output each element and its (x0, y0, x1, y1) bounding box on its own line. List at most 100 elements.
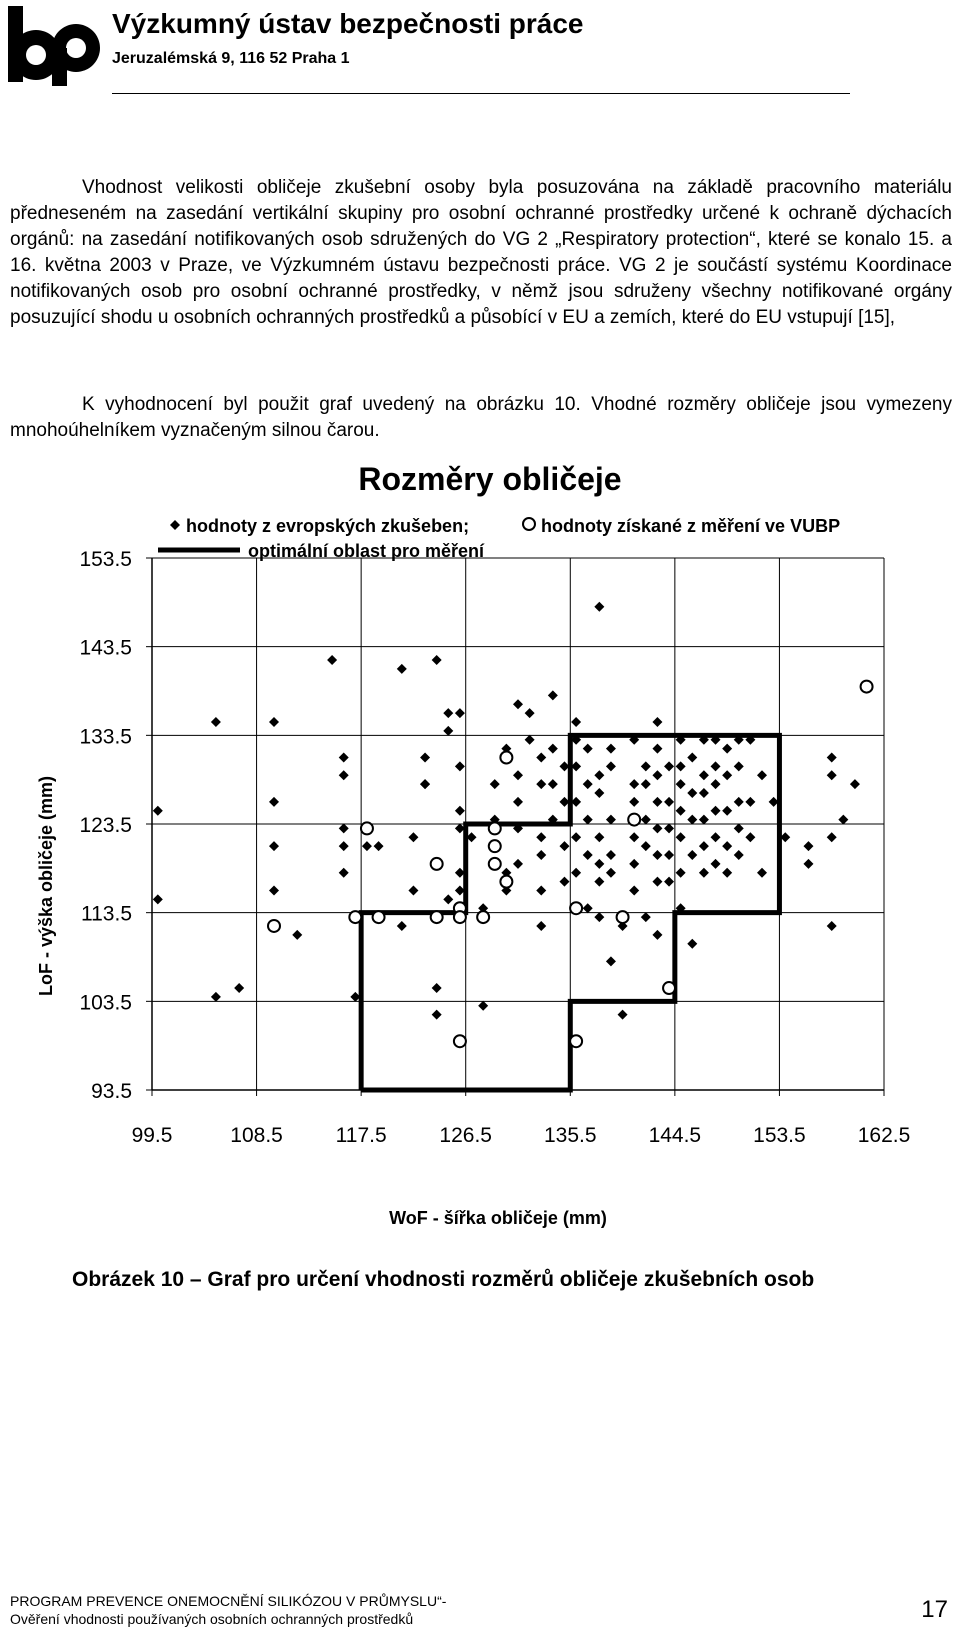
data-point-europe (559, 876, 570, 887)
legend-circle-marker (522, 517, 536, 531)
data-point-europe (571, 717, 582, 728)
data-point-europe (733, 823, 744, 834)
data-point-europe (652, 796, 663, 807)
data-point-europe (652, 929, 663, 940)
data-point-europe (687, 814, 698, 825)
data-point-europe (269, 717, 279, 728)
data-point-vubp (371, 910, 386, 925)
data-point-vubp (348, 910, 363, 925)
data-point-europe (698, 867, 709, 878)
data-point-europe (443, 708, 454, 719)
data-point-europe (420, 779, 431, 790)
data-point-europe (605, 956, 616, 967)
data-point-europe (536, 832, 547, 843)
data-point-europe (420, 752, 431, 763)
data-point-europe (559, 761, 570, 772)
data-point-europe (431, 983, 442, 994)
body-paragraph-2: K vyhodnocení byl použit graf uvedený na… (10, 394, 952, 441)
data-point-europe (269, 885, 279, 896)
data-point-europe (710, 761, 721, 772)
data-point-europe (698, 814, 709, 825)
x-tick-label: 135.5 (544, 1124, 597, 1147)
data-point-europe (571, 867, 582, 878)
data-point-europe (640, 912, 651, 923)
data-point-europe (396, 663, 407, 674)
data-point-europe (454, 761, 465, 772)
data-point-europe (478, 1000, 489, 1011)
data-point-europe (733, 761, 744, 772)
data-point-europe (547, 690, 558, 701)
data-point-europe (152, 805, 163, 816)
optimal-region-outline (358, 732, 782, 1093)
vubp-logo (8, 6, 100, 86)
legend-vubp-label: hodnoty získané z měření ve VUBP (541, 516, 840, 536)
data-point-europe (396, 920, 407, 931)
data-point-europe (675, 832, 686, 843)
data-point-europe (234, 983, 245, 994)
data-point-europe (629, 796, 640, 807)
data-point-europe (582, 850, 593, 861)
data-point-europe (710, 858, 721, 869)
data-point-europe (652, 850, 663, 861)
data-point-europe (524, 708, 535, 719)
data-point-vubp (429, 910, 444, 925)
data-point-vubp (499, 750, 514, 765)
data-point-europe (757, 867, 767, 878)
x-tick-label: 162.5 (858, 1124, 911, 1147)
data-point-vubp (627, 812, 642, 827)
data-point-europe (768, 796, 779, 807)
x-tick-label: 108.5 (230, 1124, 283, 1147)
data-point-europe (571, 832, 582, 843)
data-point-europe (338, 867, 349, 878)
data-point-vubp (452, 1034, 467, 1049)
data-point-europe (489, 779, 500, 790)
data-point-europe (722, 841, 733, 852)
data-point-europe (152, 894, 163, 905)
data-point-europe (524, 734, 535, 745)
data-point-europe (327, 654, 338, 665)
data-point-europe (210, 991, 221, 1002)
data-point-vubp (499, 874, 514, 889)
data-point-europe (571, 796, 582, 807)
data-point-europe (710, 832, 721, 843)
data-point-europe (710, 805, 721, 816)
data-point-europe (431, 654, 442, 665)
data-point-vubp (662, 981, 677, 996)
data-point-europe (722, 770, 733, 781)
data-point-europe (536, 752, 547, 763)
data-point-europe (547, 743, 558, 754)
page-number: 17 (921, 1596, 948, 1623)
data-point-vubp (569, 901, 584, 916)
data-point-europe (640, 761, 651, 772)
data-point-europe (687, 787, 698, 798)
data-point-europe (826, 920, 837, 931)
data-point-europe (605, 761, 616, 772)
data-point-vubp (476, 910, 491, 925)
data-point-europe (536, 779, 547, 790)
data-point-europe (571, 761, 582, 772)
data-point-europe (338, 841, 349, 852)
y-tick-label: 133.5 (79, 725, 132, 748)
data-point-europe (513, 699, 523, 710)
data-point-europe (443, 725, 454, 736)
data-point-europe (431, 1009, 442, 1020)
data-point-europe (698, 787, 709, 798)
data-point-europe (675, 734, 686, 745)
data-point-europe (675, 761, 686, 772)
data-point-europe (687, 850, 698, 861)
data-point-europe (582, 903, 593, 914)
data-point-europe (803, 841, 814, 852)
data-point-europe (513, 858, 523, 869)
data-point-vubp (569, 1034, 584, 1049)
data-point-europe (269, 796, 279, 807)
data-point-vubp (429, 856, 444, 871)
data-point-europe (582, 814, 593, 825)
data-point-europe (826, 770, 837, 781)
y-axis-title: LoF - výška obličeje (mm) (36, 776, 56, 996)
data-point-europe (629, 734, 640, 745)
data-point-europe (559, 796, 570, 807)
data-point-europe (594, 601, 605, 612)
y-tick-label: 113.5 (81, 903, 132, 926)
data-point-vubp (452, 910, 467, 925)
data-point-europe (350, 991, 361, 1002)
